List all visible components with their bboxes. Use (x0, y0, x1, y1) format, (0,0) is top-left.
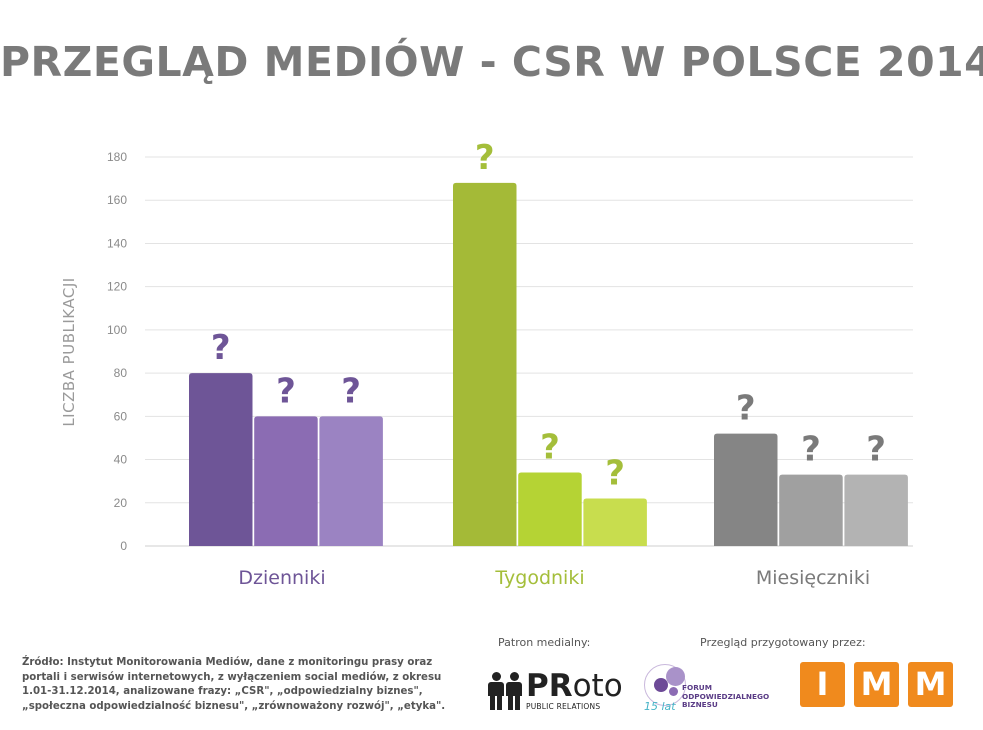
person-icon (506, 672, 522, 710)
proto-subtitle: PUBLIC RELATIONS (526, 702, 601, 711)
y-tick-label: 140 (107, 236, 127, 250)
bar-chart: 0 20 40 60 80 100 120 140 160 180 LICZBA PUBLIKACJ… (60, 138, 913, 589)
y-tick-label: 180 (107, 150, 127, 164)
forum-odpowiedzialnego-biznesu-logo: 15 lat FORUM ODPOWIEDZIALNEGO BIZNESU (642, 662, 772, 716)
circle-icon (644, 664, 686, 706)
bar (518, 472, 582, 546)
question-mark-label: ? (605, 453, 625, 493)
question-mark-label: ? (211, 328, 231, 368)
y-tick-label: 0 (120, 539, 127, 553)
imm-letter: M (908, 662, 953, 707)
imm-letter: M (854, 662, 899, 707)
question-mark-label: ? (801, 430, 821, 470)
person-icon (488, 672, 504, 710)
patron-label: Patron medialny: (498, 636, 591, 649)
fob-years: 15 lat (644, 700, 676, 713)
y-tick-label: 40 (114, 453, 128, 467)
dot-icon (666, 667, 685, 686)
y-tick-label: 80 (114, 366, 128, 380)
dot-icon (669, 687, 678, 696)
question-mark-label: ? (540, 428, 560, 468)
proto-brand: PRoto (526, 668, 623, 704)
y-tick-label: 60 (114, 409, 128, 423)
y-tick-label: 120 (107, 280, 127, 294)
category-label: Miesięczniki (756, 567, 870, 589)
bar (453, 182, 517, 546)
y-tick-label: 160 (107, 193, 127, 207)
bar (189, 373, 253, 546)
bar (779, 474, 843, 546)
proto-logo: PRoto PUBLIC RELATIONS (488, 668, 623, 716)
question-mark-label: ? (866, 430, 886, 470)
imm-letter: I (800, 662, 845, 707)
y-tick-label: 100 (107, 323, 127, 337)
imm-logo: I M M (800, 662, 960, 707)
dot-icon (654, 678, 668, 692)
source-note: Źródło: Instytut Monitorowania Mediów, d… (22, 657, 446, 712)
category-label: Dzienniki (238, 567, 325, 589)
fob-name: FORUM ODPOWIEDZIALNEGO BIZNESU (682, 683, 770, 709)
question-mark-label: ? (736, 389, 756, 429)
page-title: PRZEGLĄD MEDIÓW - CSR W POLSCE 2014 (0, 38, 983, 86)
question-mark-label: ? (341, 371, 361, 411)
bar (319, 416, 383, 546)
bar (254, 416, 318, 546)
bar (714, 433, 778, 546)
prepared-by-label: Przegląd przygotowany przez: (700, 636, 866, 649)
bar (844, 474, 908, 546)
bar (583, 498, 647, 546)
y-axis-label: LICZBA PUBLIKACJI (60, 277, 78, 426)
category-label: Tygodniki (494, 567, 584, 589)
question-mark-label: ? (475, 138, 495, 178)
question-mark-label: ? (276, 371, 296, 411)
y-tick-label: 20 (114, 496, 128, 510)
